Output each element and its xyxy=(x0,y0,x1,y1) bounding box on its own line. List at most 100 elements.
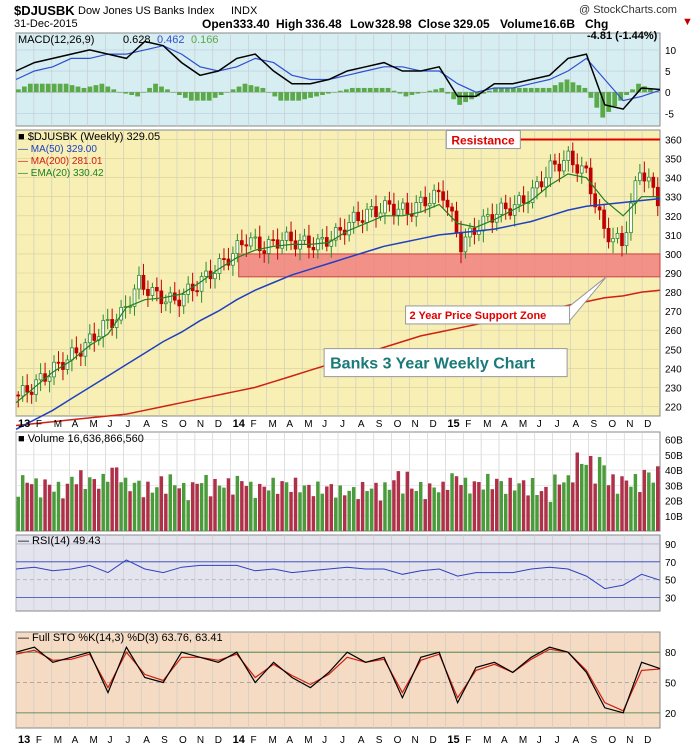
volume-bar xyxy=(356,499,360,531)
price-bar-body xyxy=(132,288,137,307)
month-tick-label: D xyxy=(215,735,222,746)
volume-bar xyxy=(56,481,61,531)
macd-histogram-bar xyxy=(630,89,635,93)
month-tick-label: F xyxy=(36,419,42,430)
volume-bar xyxy=(275,493,280,531)
volume-bar xyxy=(320,493,325,531)
month-tick-label: A xyxy=(573,735,580,746)
month-tick-label: M xyxy=(519,735,527,746)
month-tick-label: M xyxy=(483,735,491,746)
month-tick-label: J xyxy=(555,419,560,430)
price-bar-body xyxy=(553,160,557,165)
price-tick-label: 230 xyxy=(665,383,682,394)
month-tick-label: J xyxy=(340,735,345,746)
macd-histogram-bar xyxy=(284,92,290,101)
macd-histogram-bar xyxy=(105,86,111,93)
volume-bar xyxy=(553,474,557,531)
month-tick-label: F xyxy=(251,735,257,746)
volume-bar xyxy=(65,483,70,531)
volume-bar xyxy=(512,490,517,531)
month-tick-label: M xyxy=(90,735,98,746)
price-bar-body xyxy=(459,231,463,253)
price-tick-label: 300 xyxy=(665,250,682,261)
macd-histogram-bar xyxy=(516,87,522,93)
sto-k-line xyxy=(15,645,661,714)
volume-bar xyxy=(334,497,338,531)
macd-histogram-bar xyxy=(111,89,117,93)
price-bar-body xyxy=(544,177,548,188)
macd-histogram-bar xyxy=(546,87,552,93)
macd-histogram-bar xyxy=(129,92,135,95)
month-tick-label: S xyxy=(161,419,168,430)
price-bar-body xyxy=(548,160,553,179)
sto-tick-label: 50 xyxy=(665,679,677,690)
macd-histogram-bar xyxy=(349,87,355,93)
support-label-box xyxy=(405,305,571,325)
month-tick-label: A xyxy=(358,735,365,746)
volume-bar xyxy=(615,493,620,531)
volume-bar xyxy=(70,476,74,531)
macd-histogram-bar xyxy=(409,92,415,95)
macd-histogram-bar xyxy=(206,92,212,101)
price-bar-body xyxy=(105,319,110,321)
volume-bar xyxy=(38,497,43,531)
volume-bar xyxy=(173,485,177,531)
price-bar-body xyxy=(65,359,70,370)
month-tick-label: D xyxy=(644,419,651,430)
month-tick-label: D xyxy=(215,419,222,430)
price-bar-body xyxy=(378,212,383,217)
month-tick-label: 14 xyxy=(233,418,246,430)
macd-histogram-bar xyxy=(254,86,260,93)
volume-bar xyxy=(168,474,173,531)
volume-bar xyxy=(351,487,356,531)
price-bar-body xyxy=(338,227,343,231)
volume-bar xyxy=(338,485,342,531)
macd-histogram-bar xyxy=(63,83,69,93)
volume-bar xyxy=(164,493,168,531)
volume-bar xyxy=(226,478,231,531)
month-tick-label: S xyxy=(376,419,383,430)
low-label: Low xyxy=(350,17,374,31)
volume-tick-label: 60B xyxy=(665,436,683,447)
price-bar-body xyxy=(271,239,275,242)
month-tick-label: F xyxy=(465,419,471,430)
price-bar-body xyxy=(275,239,280,249)
price-bar-body xyxy=(324,237,329,247)
price-bar-body xyxy=(47,376,52,382)
volume-bar xyxy=(624,480,629,531)
price-bar-body xyxy=(155,287,159,292)
sto-d-line xyxy=(15,648,661,712)
price-bar-body xyxy=(427,203,432,207)
resistance-label-box xyxy=(445,130,521,150)
macd-line xyxy=(15,40,661,110)
price-bar-body xyxy=(557,163,562,172)
macd-histogram-value: 0.166 xyxy=(191,34,219,46)
macd-histogram-bar xyxy=(308,92,313,98)
macd-histogram-bar xyxy=(39,83,45,93)
volume-bar xyxy=(651,482,656,531)
price-bar-body xyxy=(181,294,186,307)
price-bar-body xyxy=(606,228,611,243)
macd-histogram-bar xyxy=(314,92,319,97)
price-bar-body xyxy=(101,320,106,338)
macd-histogram-bar xyxy=(582,87,588,93)
macd-histogram-bar xyxy=(21,86,27,93)
month-tick-label: J xyxy=(537,419,542,430)
price-bar-body xyxy=(289,231,293,242)
macd-histogram-bar xyxy=(439,87,445,93)
macd-histogram-bar xyxy=(75,86,81,93)
macd-histogram-bar xyxy=(361,87,367,93)
month-tick-label: 13 xyxy=(18,734,30,746)
volume-bar xyxy=(526,495,530,531)
volume-bar xyxy=(401,493,405,531)
price-bar-body xyxy=(539,181,544,188)
volume-bar xyxy=(34,478,38,531)
volume-bar xyxy=(490,489,495,531)
price-bar-body xyxy=(597,206,602,211)
macd-histogram-bar xyxy=(212,92,218,98)
price-bar-body xyxy=(253,236,258,239)
volume-bar xyxy=(181,482,186,531)
volume-bar xyxy=(293,477,298,531)
macd-histogram-bar xyxy=(147,87,152,93)
volume-bar xyxy=(414,491,418,531)
